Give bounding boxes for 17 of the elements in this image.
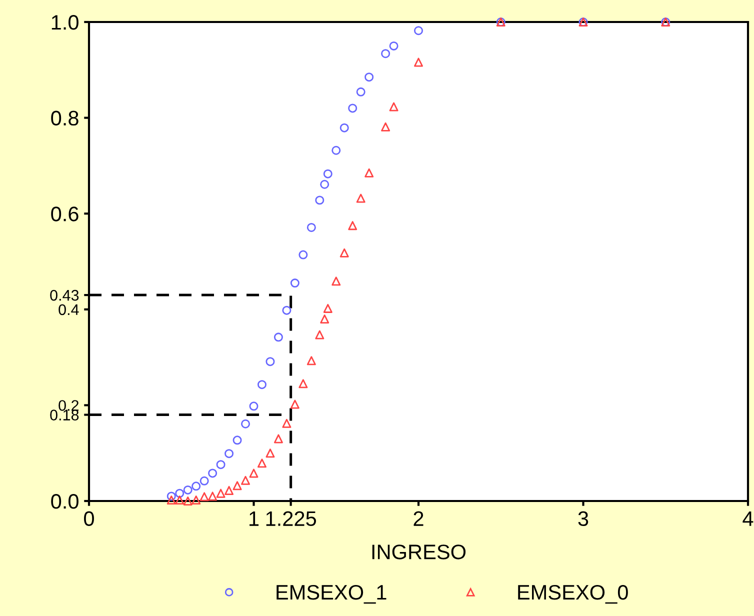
x-axis-title: INGRESO [372,544,466,560]
y-tick-label: 0.0 [51,494,78,509]
y-tick-label: 0.4 [58,304,79,316]
y-tick-label: 0.2 [58,400,79,411]
x-tick-label: 1 [250,511,259,526]
legend-label: EMSEXO_1 [276,584,386,604]
y-tick-label: 1.0 [52,15,78,30]
y-tick-label: 0.8 [51,110,78,126]
y-tick-label: 0.43 [50,290,79,301]
x-tick-label: 2 [414,511,424,526]
x-tick-label: 1.225 [266,511,316,526]
y-tick-label: 0.6 [51,206,78,222]
legend-label: EMSEXO_0 [518,584,628,604]
x-tick-label: 3 [578,511,588,526]
x-tick-label: 4 [742,511,754,526]
x-tick-label: 0 [84,511,94,526]
y-tick-label: 0.18 [50,410,79,420]
